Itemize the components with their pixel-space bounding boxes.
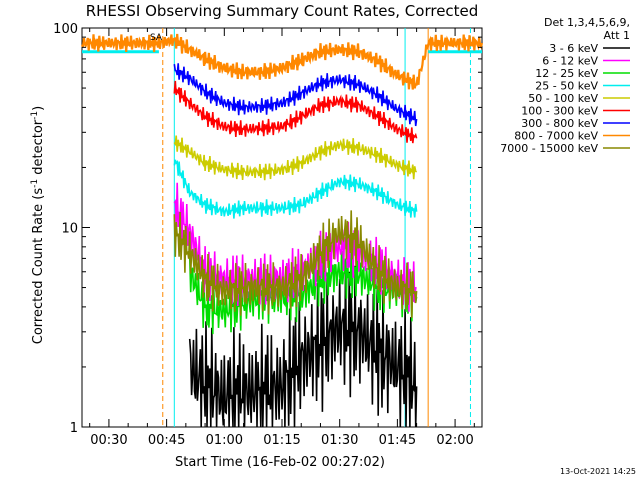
- x-tick-label-01:00: 01:00: [206, 433, 243, 448]
- y-tick-label-100: 100: [53, 22, 78, 37]
- y-axis-label: Corrected Count Rate (s-1 detector-1): [30, 106, 46, 344]
- legend-label-3: 25 - 50 keV: [535, 80, 598, 93]
- chart-title: RHESSI Observing Summary Count Rates, Co…: [86, 2, 479, 20]
- plot-frame: [81, 27, 483, 428]
- y-tick-label-1: 1: [70, 421, 78, 436]
- legend-label-7: 800 - 7000 keV: [514, 130, 598, 143]
- y-axis-label-sup1: -1: [30, 179, 40, 188]
- series-line-25-50-kev: [173, 159, 418, 219]
- plot-area: [82, 28, 482, 427]
- x-tick-label-01:45: 01:45: [379, 433, 416, 448]
- sa-flag: SA: [150, 33, 163, 43]
- y-tick-label-10: 10: [61, 222, 78, 237]
- footer-timestamp: 13-Oct-2021 14:25: [560, 467, 636, 476]
- legend-label-4: 50 - 100 keV: [528, 92, 598, 105]
- legend-label-1: 6 - 12 keV: [542, 55, 598, 68]
- series-line-3-6-kev: [188, 265, 418, 428]
- series-line-7000-15000-kev: [173, 210, 418, 318]
- y-axis-label-end: ): [31, 106, 46, 111]
- x-tick-label-01:30: 01:30: [321, 433, 358, 448]
- series-line-50-100-kev: [173, 135, 418, 181]
- legend-label-8: 7000 - 15000 keV: [500, 142, 598, 155]
- series-group: [80, 33, 484, 428]
- y-axis-label-sup2: -1: [30, 111, 40, 120]
- x-axis-label: Start Time (16-Feb-02 00:27:02): [175, 455, 385, 470]
- series-line-100-300-kev: [173, 80, 418, 144]
- x-tick-label-01:15: 01:15: [263, 433, 300, 448]
- legend-label-2: 12 - 25 keV: [535, 67, 598, 80]
- x-tick-label-02:00: 02:00: [436, 433, 473, 448]
- legend-header-line-2: Att 1: [604, 29, 630, 42]
- x-tick-label-00:30: 00:30: [90, 433, 127, 448]
- y-axis-label-mid: detector: [31, 119, 46, 179]
- legend-label-5: 100 - 300 keV: [521, 105, 598, 118]
- legend-label-6: 300 - 800 keV: [521, 117, 598, 130]
- axes: 1 10 100 00:30 00:45 01:00 01:15 01:30 01:45 02:0…: [53, 22, 482, 448]
- y-axis-label-main: Corrected Count Rate (s: [31, 188, 46, 345]
- series-line-300-800-kev: [173, 63, 418, 127]
- legend-header-line-1: Det 1,3,4,5,6,9,: [544, 16, 630, 29]
- series-line-800-7000-kev: [80, 33, 484, 90]
- x-tick-label-00:45: 00:45: [148, 433, 185, 448]
- legend-label-0: 3 - 6 keV: [549, 42, 598, 55]
